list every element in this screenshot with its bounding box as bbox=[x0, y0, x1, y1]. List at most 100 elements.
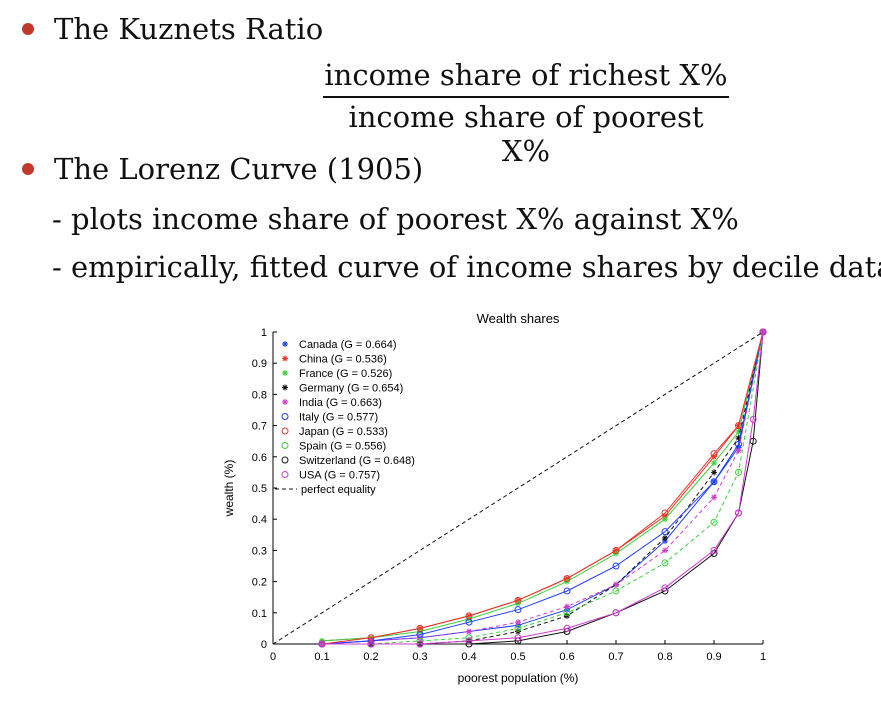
legend-label-9: USA (G = 0.757) bbox=[299, 470, 380, 482]
legend-marker-9 bbox=[281, 471, 289, 478]
y-tick-label: 0 bbox=[261, 639, 267, 651]
y-axis-label: wealth (%) bbox=[222, 460, 236, 518]
series-point-7 bbox=[514, 624, 522, 632]
series-point-9 bbox=[749, 415, 757, 423]
y-tick-label: 0.5 bbox=[252, 483, 267, 495]
legend-marker-1 bbox=[282, 355, 288, 362]
legend-label-1: China (G = 0.536) bbox=[299, 354, 387, 366]
series-point-3 bbox=[711, 469, 717, 476]
series-line-10 bbox=[272, 331, 764, 645]
series-line-7 bbox=[322, 331, 764, 645]
series-point-9 bbox=[759, 328, 767, 336]
series-point-4 bbox=[466, 628, 472, 635]
kuznets-fraction: income share of richest X% income share … bbox=[322, 58, 730, 168]
series-point-4 bbox=[564, 603, 570, 610]
series-point-6 bbox=[416, 624, 424, 632]
series-point-7 bbox=[735, 468, 742, 476]
series-point-4 bbox=[662, 547, 668, 554]
x-tick-label: 0.9 bbox=[706, 651, 721, 663]
wealth-shares-chart: 00 0.1 0.1 0.2 0.2 0.3 0.3 0.4 0.4 0.5 0.5 0.6 0.6 0.… bbox=[222, 311, 767, 685]
fraction-bar bbox=[323, 96, 729, 98]
series-point-7 bbox=[612, 587, 620, 595]
series-point-9 bbox=[612, 609, 620, 617]
legend-label-6: Japan (G = 0.533) bbox=[299, 426, 388, 438]
series-point-7 bbox=[710, 518, 718, 526]
series-point-9 bbox=[465, 637, 473, 645]
series-point-2 bbox=[662, 516, 668, 523]
series-point-3 bbox=[662, 534, 668, 541]
x-tick-label: 0.8 bbox=[657, 651, 672, 663]
series-point-9 bbox=[735, 509, 742, 517]
series-point-9 bbox=[318, 640, 326, 648]
series-point-4 bbox=[711, 494, 717, 501]
y-tick-label: 0.1 bbox=[252, 608, 267, 620]
x-tick-label: 0.1 bbox=[314, 651, 329, 663]
bullet-dot-icon bbox=[22, 163, 34, 175]
legend-label-8: Switzerland (G = 0.648) bbox=[299, 455, 415, 467]
y-tick-label: 1 bbox=[261, 327, 267, 339]
x-tick-label: 0.4 bbox=[461, 651, 476, 663]
series-point-6 bbox=[563, 574, 571, 582]
series-point-6 bbox=[514, 596, 522, 604]
x-axis-label: poorest population (%) bbox=[458, 671, 579, 685]
series-point-6 bbox=[710, 450, 718, 458]
legend-marker-6 bbox=[281, 427, 289, 435]
legend-label-7: Spain (G = 0.556) bbox=[299, 441, 386, 453]
fraction-numerator: income share of richest X% bbox=[324, 58, 728, 92]
bullet-kuznets: The Kuznets Ratio bbox=[22, 12, 323, 46]
legend-label-3: Germany (G = 0.654) bbox=[299, 383, 403, 395]
legend-label-10: perfect equality bbox=[301, 484, 376, 496]
bullet-lorenz-text: The Lorenz Curve (1905) bbox=[54, 152, 424, 186]
series-point-2 bbox=[711, 460, 717, 467]
sub-bullet-plots: - plots income share of poorest X% again… bbox=[52, 202, 739, 236]
y-tick-label: 0.2 bbox=[252, 577, 267, 589]
series-point-4 bbox=[613, 581, 619, 588]
series-point-5 bbox=[735, 440, 742, 448]
bullet-lorenz: The Lorenz Curve (1905) bbox=[22, 152, 423, 186]
series-point-7 bbox=[661, 559, 669, 567]
series-line-9 bbox=[322, 331, 764, 645]
series-point-5 bbox=[661, 528, 669, 536]
x-tick-label: 1 bbox=[760, 651, 766, 663]
series-point-7 bbox=[563, 609, 571, 617]
series-point-6 bbox=[661, 509, 669, 517]
fraction-denominator: income share of poorest X% bbox=[348, 100, 704, 168]
series-point-5 bbox=[710, 478, 718, 486]
legend-marker-8 bbox=[281, 456, 289, 464]
series-point-5 bbox=[563, 587, 571, 595]
series-point-5 bbox=[612, 562, 620, 570]
series-point-9 bbox=[661, 584, 669, 592]
x-tick-label: 0.3 bbox=[412, 651, 427, 663]
series-point-9 bbox=[710, 546, 718, 554]
series-point-6 bbox=[465, 612, 473, 620]
sub-bullet-empirically: - empirically, fitted curve of income sh… bbox=[52, 250, 881, 284]
series-point-9 bbox=[563, 624, 571, 632]
y-tick-label: 0.3 bbox=[252, 545, 267, 557]
chart-title: Wealth shares bbox=[477, 311, 560, 326]
series-point-4 bbox=[515, 619, 521, 626]
y-tick-label: 0.6 bbox=[252, 452, 267, 464]
x-tick-label: 0.5 bbox=[510, 651, 525, 663]
x-tick-label: 0.2 bbox=[363, 651, 378, 663]
series-point-6 bbox=[612, 546, 620, 554]
legend-label-0: Canada (G = 0.664) bbox=[299, 339, 397, 351]
series-point-5 bbox=[514, 606, 522, 614]
y-tick-label: 0.8 bbox=[252, 389, 267, 401]
legend-label-2: France (G = 0.526) bbox=[299, 368, 392, 380]
series-point-9 bbox=[367, 640, 375, 648]
y-tick-label: 0.9 bbox=[252, 358, 267, 370]
y-tick-label: 0.4 bbox=[252, 514, 267, 526]
y-tick-label: 0.7 bbox=[252, 421, 267, 433]
bullet-dot-icon bbox=[22, 23, 34, 35]
x-tick-label: 0.7 bbox=[608, 651, 623, 663]
legend-marker-4 bbox=[282, 399, 288, 405]
bullet-kuznets-text: The Kuznets Ratio bbox=[54, 12, 324, 46]
series-point-9 bbox=[514, 634, 522, 642]
x-tick-label: 0.6 bbox=[559, 651, 574, 663]
legend-marker-5 bbox=[281, 413, 289, 420]
legend-marker-7 bbox=[281, 442, 289, 449]
series-line-6 bbox=[321, 331, 764, 645]
legend-marker-2 bbox=[282, 370, 288, 376]
series-line-5 bbox=[321, 331, 764, 645]
x-tick-label: 0 bbox=[270, 651, 276, 663]
